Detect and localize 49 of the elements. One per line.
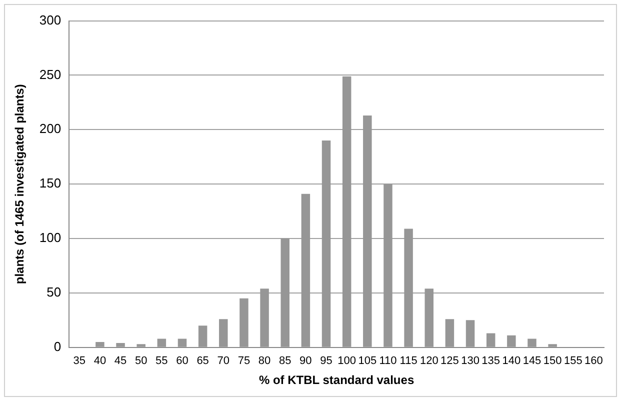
x-tick-label: 120 (420, 355, 438, 368)
x-tick-label: 160 (584, 355, 603, 368)
bar (157, 338, 166, 347)
x-tick-label: 125 (440, 355, 459, 368)
x-tick-label: 140 (502, 355, 521, 368)
bar (445, 319, 454, 347)
y-tick-label: 250 (39, 66, 62, 82)
bar (178, 338, 187, 347)
x-tick-label: 55 (156, 355, 168, 368)
x-tick-label: 70 (217, 355, 230, 368)
x-tick-label: 95 (320, 355, 332, 368)
x-tick-label: 40 (94, 355, 106, 368)
bar (528, 338, 536, 347)
x-tick-label: 75 (238, 355, 250, 368)
x-tick-label: 90 (300, 355, 312, 368)
bar (466, 320, 475, 347)
bar (116, 343, 125, 347)
bar (136, 344, 146, 347)
y-axis-title: plants (of 1465 investigated plants) (12, 84, 27, 284)
y-tick-label: 200 (39, 121, 62, 136)
x-tick-label: 105 (358, 355, 377, 368)
x-tick-label: 130 (461, 355, 480, 368)
y-tick-label: 50 (46, 284, 62, 300)
x-tick-label: 45 (114, 355, 127, 368)
x-tick-label: 50 (134, 355, 148, 368)
bar (507, 335, 516, 347)
x-tick-label: 145 (522, 355, 542, 368)
bar (486, 333, 496, 347)
x-tick-label: 135 (482, 355, 500, 368)
y-tick-label: 0 (54, 338, 62, 354)
x-tick-label: 150 (543, 355, 562, 368)
x-tick-label: 155 (564, 355, 582, 368)
bar (198, 326, 208, 347)
bar (240, 298, 248, 347)
x-tick-label: 35 (73, 355, 86, 368)
y-tick-label: 150 (39, 176, 62, 191)
x-axis-title: % of KTBL standard values (258, 373, 414, 388)
bar (219, 319, 228, 347)
x-tick-label: 65 (196, 355, 209, 368)
x-tick-label: 115 (400, 355, 418, 368)
x-tick-label: 80 (258, 355, 271, 368)
x-tick-label: 85 (278, 355, 292, 368)
y-tick-label: 100 (39, 230, 62, 246)
x-tick-label: 110 (379, 355, 397, 368)
x-tick-label: 100 (338, 355, 356, 368)
x-tick-label: 60 (176, 355, 188, 368)
y-tick-label: 300 (39, 12, 62, 28)
bar (96, 342, 104, 347)
bar (548, 344, 557, 347)
